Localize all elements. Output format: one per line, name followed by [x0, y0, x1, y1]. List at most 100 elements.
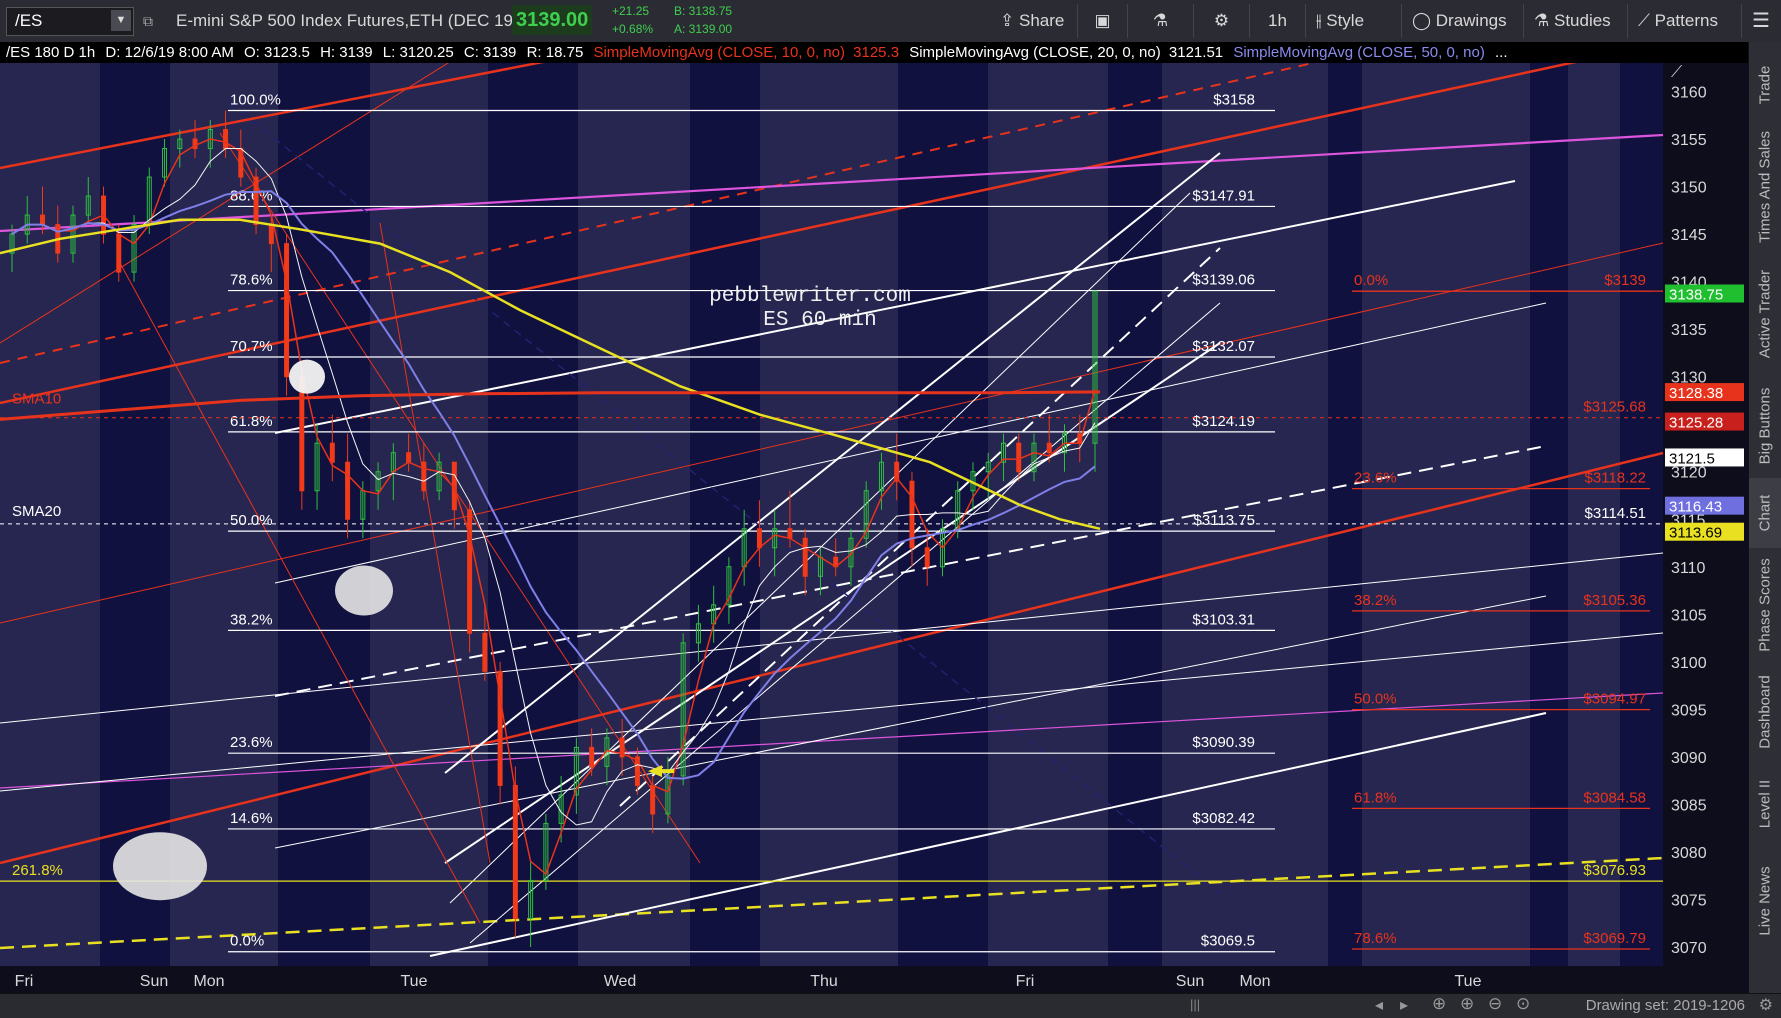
- price-tag: [1665, 448, 1744, 467]
- fib-red-pct: 61.8%: [1354, 789, 1397, 806]
- fib-level-price: $3082.42: [1192, 810, 1255, 827]
- price-tag: [1665, 522, 1744, 541]
- chevron-down-icon[interactable]: ▼: [111, 10, 131, 31]
- white-steep-dashed: [619, 247, 1221, 807]
- sma20-label: SimpleMovingAvg (CLOSE, 20, 0, no): [909, 44, 1161, 61]
- fib-red-pct: 78.6%: [1354, 930, 1397, 947]
- draw-tool-icon: ⟋: [1671, 64, 1683, 81]
- price-tag-label: 3121.5: [1669, 450, 1715, 467]
- candle-body: [665, 775, 671, 815]
- side-tab-trade[interactable]: Trade: [1749, 50, 1781, 120]
- candle-body: [680, 642, 686, 777]
- flask-button[interactable]: ⚗: [1128, 4, 1194, 38]
- candle-body: [726, 566, 732, 606]
- zoom-out-icon[interactable]: ⊖: [1488, 994, 1503, 1013]
- fib-level-price: $3090.39: [1192, 734, 1255, 751]
- timeframe-button[interactable]: 1h: [1250, 4, 1306, 38]
- nav-left-icon[interactable]: ◂: [1375, 997, 1384, 1014]
- side-tab-active-trader[interactable]: Active Trader: [1749, 254, 1781, 374]
- drawings-button[interactable]: ◯ Drawings: [1402, 4, 1524, 38]
- white-thin-line: [0, 552, 1664, 724]
- side-tab-label: Live News: [1756, 866, 1774, 936]
- nav-right-icon[interactable]: ▸: [1400, 997, 1409, 1014]
- candle-body: [497, 670, 503, 786]
- share-button[interactable]: ⇪ Share: [990, 4, 1078, 38]
- candle-body: [1031, 442, 1037, 473]
- y-tick-label: 3110: [1671, 560, 1706, 577]
- candle-body: [116, 233, 122, 273]
- candle-body: [253, 176, 259, 226]
- price-tag-label: 3113.69: [1669, 525, 1722, 542]
- side-tab-level-ii[interactable]: Level II: [1749, 764, 1781, 844]
- white-channel-line: [429, 712, 1547, 957]
- crosshair-icon[interactable]: ⊕: [1432, 994, 1447, 1013]
- gear-icon: ⚙: [1213, 11, 1230, 30]
- style-button[interactable]: ⫲ Style: [1306, 4, 1402, 38]
- side-tab-label: Active Trader: [1756, 269, 1774, 359]
- x-tick-label: Tue: [401, 973, 428, 990]
- price-chart[interactable]: 3070307530803085309030953100310531103115…: [0, 63, 1748, 993]
- x-tick-label: Tue: [1455, 973, 1482, 990]
- info-more: ...: [1495, 44, 1508, 61]
- studies-button[interactable]: ⚗ Studies: [1524, 4, 1628, 38]
- y-tick-label: 3075: [1671, 892, 1707, 909]
- symbol-selector[interactable]: /ES ▼: [6, 7, 134, 36]
- zoom-in-icon[interactable]: ⊕: [1460, 994, 1475, 1013]
- price-tag: [1665, 496, 1744, 515]
- drawing-settings-icon[interactable]: ⚙: [1758, 997, 1773, 1014]
- x-tick-label: Thu: [810, 973, 838, 990]
- patterns-button[interactable]: ⟋ Patterns: [1628, 4, 1742, 38]
- fib-red-price: $3139: [1604, 272, 1646, 289]
- link-icon[interactable]: ⧉: [143, 13, 153, 29]
- candle-body: [924, 547, 930, 568]
- candle-body: [848, 537, 854, 568]
- drawing-set-label: Drawing set: 2019-1206: [1585, 997, 1745, 1014]
- white-thin-line: [274, 595, 1547, 849]
- x-tick-label: Fri: [1016, 973, 1035, 990]
- sma20-hline-price: $3114.51: [1585, 505, 1646, 522]
- session-band: [1620, 63, 1663, 966]
- fib-red-pct: 0.0%: [1354, 272, 1388, 289]
- side-tab-phase-scores[interactable]: Phase Scores: [1749, 550, 1781, 660]
- candle-body: [695, 623, 701, 644]
- candle-body: [436, 461, 442, 492]
- side-tab-chart[interactable]: Chart: [1749, 478, 1781, 548]
- fib-level-pct: 61.8%: [230, 413, 273, 430]
- pct-change: +0.68%: [612, 22, 654, 36]
- ellipse-icon: ◯: [1412, 11, 1432, 30]
- white-thin-line: [274, 302, 1547, 584]
- status-bar: ||| ◂ ▸ ⊕ ⊕ ⊖ ⊙ Drawing set: 2019-1206 ⚙: [0, 993, 1781, 1018]
- bar-high: H: 3139: [320, 44, 373, 61]
- candle-body: [345, 461, 351, 520]
- scroll-handle[interactable]: |||: [1190, 997, 1201, 1012]
- settings-button[interactable]: ⚙: [1194, 4, 1250, 38]
- fib-red-pct: 50.0%: [1354, 691, 1397, 708]
- ext-hline-label: 261.8%: [12, 862, 63, 879]
- candle-body: [573, 746, 579, 796]
- side-tab-times-and-sales[interactable]: Times And Sales: [1749, 122, 1781, 252]
- fib-level-pct: 0.0%: [230, 933, 264, 950]
- chart-label: /ES 180 D 1h: [6, 44, 96, 61]
- menu-icon[interactable]: ☰: [1752, 10, 1770, 32]
- side-tab-dashboard[interactable]: Dashboard: [1749, 662, 1781, 762]
- y-tick-label: 3070: [1671, 940, 1707, 957]
- fib-level-pct: 88.6%: [230, 187, 273, 204]
- side-tab-live-news[interactable]: Live News: [1749, 846, 1781, 956]
- side-tab-big-buttons[interactable]: Big Buttons: [1749, 376, 1781, 476]
- y-tick-label: 3100: [1671, 655, 1707, 672]
- x-tick-label: Fri: [15, 973, 34, 990]
- reset-zoom-icon[interactable]: ⊙: [1516, 994, 1531, 1013]
- price-tag-label: 3116.43: [1669, 499, 1722, 516]
- net-change: +21.25: [612, 4, 650, 18]
- watermark-line: ES 60-min: [763, 309, 876, 332]
- candle-body: [223, 129, 229, 150]
- last-price: 3139.00: [512, 5, 593, 35]
- candle-body: [1092, 290, 1098, 444]
- x-tick-label: Mon: [193, 973, 224, 990]
- fib-red-pct: 23.6%: [1354, 470, 1397, 487]
- fib-level-pct: 38.2%: [230, 611, 273, 628]
- fib-level-price: $3139.06: [1192, 272, 1255, 289]
- y-tick-label: 3130: [1671, 370, 1707, 387]
- plot-background: [0, 63, 1663, 966]
- snapshot-button[interactable]: ▣: [1078, 4, 1128, 38]
